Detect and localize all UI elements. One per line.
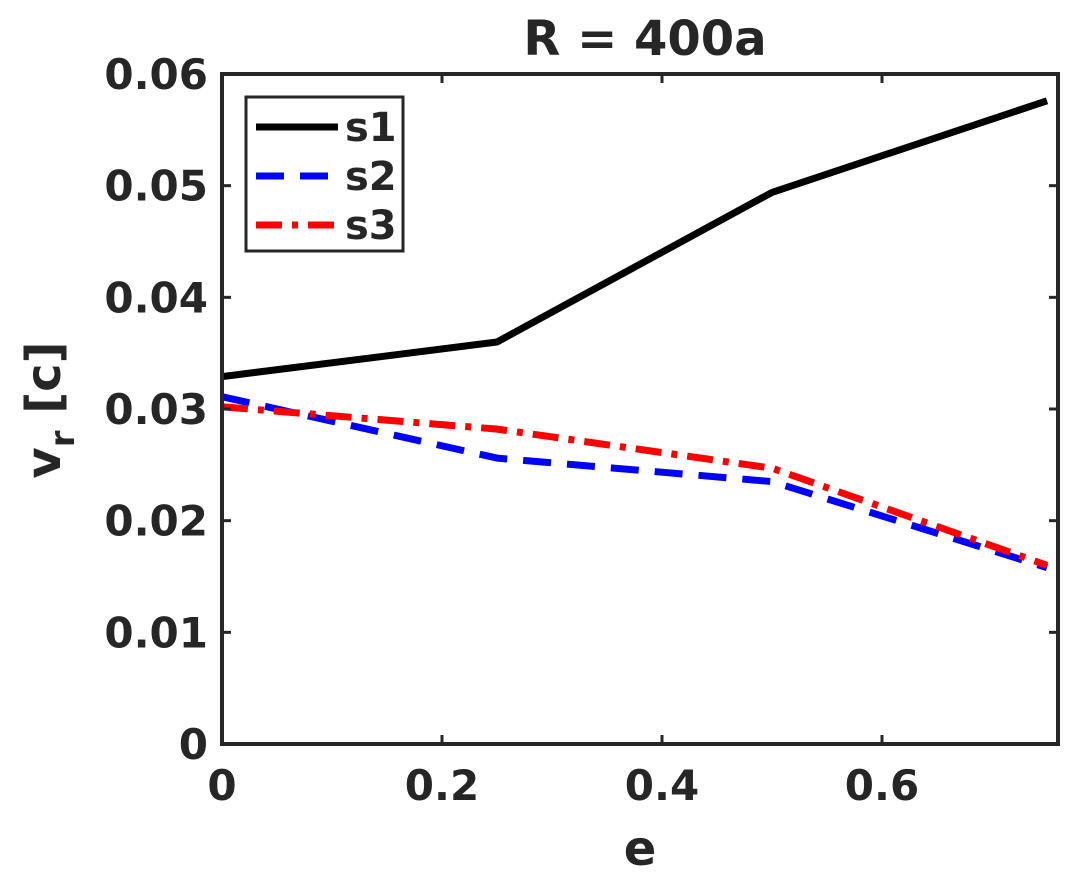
y-axis-label-main: v <box>16 447 72 478</box>
y-tick-label: 0.02 <box>104 497 208 546</box>
series-line-s1 <box>221 97 1049 381</box>
series-line-s3 <box>221 403 1049 569</box>
x-tick-label: 0.6 <box>845 761 919 810</box>
legend-label-s1: s1 <box>345 105 397 151</box>
y-axis-label-unit: [c] <box>16 341 72 430</box>
x-tick-labels: 0 0.2 0.4 0.6 <box>207 761 919 810</box>
y-tick-label: 0.04 <box>104 273 208 322</box>
y-tick-labels: 0 0.01 0.02 0.03 0.04 0.05 0.06 <box>104 50 208 769</box>
x-tick-label: 0.2 <box>405 761 479 810</box>
y-tick-label: 0.05 <box>104 162 208 211</box>
y-tick-label: 0.01 <box>104 608 208 657</box>
legend-label-s2: s2 <box>345 154 397 200</box>
y-tick-label: 0.06 <box>104 50 208 99</box>
y-tick-label: 0 <box>179 720 208 769</box>
chart-title: R = 400a <box>523 11 766 67</box>
x-tick-label: 0 <box>207 761 236 810</box>
plot-area <box>220 72 1060 746</box>
y-tick-label: 0.03 <box>104 385 208 434</box>
legend-label-s3: s3 <box>345 203 397 249</box>
x-axis-label: e <box>624 821 657 877</box>
y-axis-label: vr [c] <box>16 341 83 478</box>
series-line-s2 <box>221 393 1049 571</box>
series-layer <box>221 97 1049 571</box>
y-axis-label-subscript: r <box>43 430 83 447</box>
x-tick-label: 0.4 <box>625 761 699 810</box>
ticks-layer <box>220 72 1058 746</box>
